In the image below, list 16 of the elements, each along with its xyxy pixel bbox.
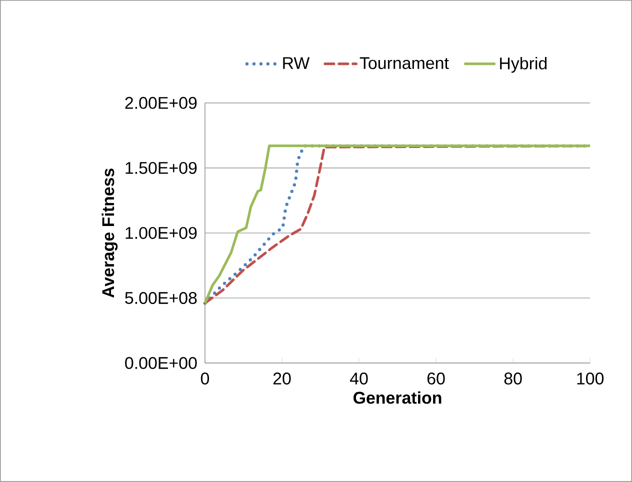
x-tick-label: 100 xyxy=(577,372,604,385)
y-tick-label: 5.00E+08 xyxy=(125,292,197,304)
legend-label: Tournament xyxy=(360,57,449,70)
y-tick-label: 2.00E+09 xyxy=(125,96,197,109)
x-tick-label: 40 xyxy=(350,372,368,385)
y-axis-title: Average Fitness xyxy=(102,168,118,298)
x-tick-label: 60 xyxy=(427,372,445,385)
y-tick-label: 1.50E+09 xyxy=(126,162,197,174)
x-axis-title: Generation xyxy=(353,391,442,404)
y-tick-label: 1.00E+09 xyxy=(126,226,197,239)
legend-label: Hybrid xyxy=(500,57,547,73)
x-tick-label: 20 xyxy=(273,372,291,385)
x-tick-label: 80 xyxy=(504,372,522,385)
x-tick-label: 0 xyxy=(200,372,210,385)
y-tick-label: 0.00E+00 xyxy=(125,357,197,370)
legend-label: RW xyxy=(283,57,310,69)
